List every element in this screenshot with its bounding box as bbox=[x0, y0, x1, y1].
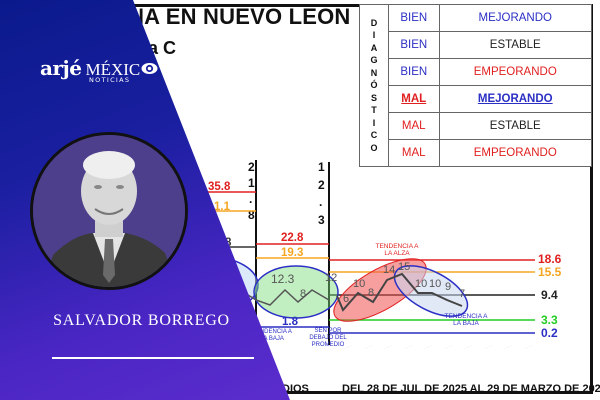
svg-text:· · · ·: · · · · bbox=[443, 343, 453, 351]
annotation-fall: LA BAJA bbox=[453, 320, 479, 327]
svg-text:· · · ·: · · · · bbox=[403, 343, 413, 351]
trend-cell: EMPEORANDO bbox=[438, 58, 592, 86]
ref-value-black: 9.4 bbox=[541, 288, 558, 302]
annotation-fall-left: TENDENCIA A bbox=[252, 329, 292, 335]
svg-text:· · · ·: · · · · bbox=[463, 343, 473, 351]
logo-subtitle: NOTICIAS bbox=[89, 76, 131, 84]
annotation-fall-left: LA BAJA bbox=[260, 336, 284, 342]
segment-label: 8 bbox=[248, 208, 255, 222]
fall-ellipse bbox=[393, 265, 469, 317]
annotation-rise: TENDENCIA A bbox=[376, 243, 420, 250]
svg-text:· · · ·: · · · · bbox=[423, 343, 433, 351]
ref-value-red: 18.6 bbox=[538, 252, 562, 266]
trend-cell: ESTABLE bbox=[438, 31, 592, 59]
table-row: BIEN EMPEORANDO bbox=[360, 58, 592, 86]
trend-cell: EMPEORANDO bbox=[438, 139, 592, 167]
trend-cell: MEJORANDO bbox=[438, 4, 592, 32]
segment-label: . bbox=[319, 195, 322, 209]
point-label: 8 bbox=[300, 288, 306, 300]
logo-brand: arjé bbox=[40, 56, 82, 80]
annotation-below-avg: DEBAJO DEL bbox=[309, 335, 347, 341]
point-label: 10 bbox=[353, 278, 365, 290]
table-row: MAL EMPEORANDO bbox=[360, 139, 592, 167]
logo-name: MÉXIC bbox=[85, 60, 141, 79]
ref-value-blue: 0.2 bbox=[541, 326, 558, 340]
point-label: 6 bbox=[343, 293, 349, 305]
logo: arjé MÉXIC NOTICIAS bbox=[40, 56, 158, 84]
ref-value-orange: 19.3 bbox=[281, 247, 303, 259]
state-cell: MAL bbox=[388, 85, 440, 113]
author-avatar bbox=[30, 132, 188, 290]
segment-label: 3 bbox=[318, 213, 325, 227]
svg-text:· · · ·: · · · · bbox=[343, 343, 353, 351]
table-row: MAL ESTABLE bbox=[360, 112, 592, 140]
table-row: BIEN ESTABLE bbox=[360, 31, 592, 59]
ref-value-orange: 15.5 bbox=[538, 265, 562, 279]
point-label: 12 bbox=[325, 272, 337, 284]
x-axis-dates: · · · · · · · · · · · · · · · · · · · · … bbox=[343, 343, 533, 351]
svg-text:· · · ·: · · · · bbox=[483, 343, 493, 351]
table-row-highlighted: MAL MEJORANDO bbox=[360, 85, 592, 113]
trend-cell: ESTABLE bbox=[438, 112, 592, 140]
ref-value-red: 35.8 bbox=[208, 181, 231, 193]
ref-value-green: 3.3 bbox=[541, 313, 558, 327]
point-label: 12.3 bbox=[271, 272, 295, 286]
segment-label: . bbox=[249, 192, 252, 206]
svg-text:· · · ·: · · · · bbox=[523, 343, 533, 351]
point-label: 14 bbox=[383, 264, 395, 276]
svg-text:· · · ·: · · · · bbox=[383, 343, 393, 351]
segment-label: 2 bbox=[248, 160, 255, 174]
state-cell: MAL bbox=[388, 139, 440, 167]
segment-label: 1 bbox=[248, 176, 255, 190]
footer-label: DIOS bbox=[282, 383, 309, 395]
ref-value-red: 22.8 bbox=[281, 232, 304, 244]
segment-label: 2 bbox=[318, 178, 325, 192]
state-cell: MAL bbox=[388, 112, 440, 140]
author-name: SALVADOR BORREGO bbox=[53, 312, 230, 329]
trend-cell: MEJORANDO bbox=[438, 85, 592, 113]
ref-value-blue: 1.8 bbox=[282, 316, 299, 328]
name-divider bbox=[52, 357, 254, 359]
point-label: 15 bbox=[398, 261, 410, 273]
chart-frame bbox=[0, 4, 593, 394]
ref-value-black: 8 bbox=[225, 237, 232, 249]
point-label: 10 bbox=[415, 278, 427, 290]
person-portrait-icon bbox=[33, 135, 185, 287]
chart-subtitle: a C bbox=[148, 38, 177, 58]
point-label: 9 bbox=[445, 281, 451, 293]
chart-title: ANA EN NUEVO LEÓN bbox=[112, 4, 351, 29]
svg-text:· · · ·: · · · · bbox=[363, 343, 373, 351]
eye-icon bbox=[141, 62, 158, 80]
point-label: 7 bbox=[459, 288, 465, 300]
trend-ellipse bbox=[253, 265, 339, 319]
annotation-below-avg: SEN POR bbox=[314, 328, 342, 334]
date-range: DEL 28 DE JUL DE 2025 AL 29 DE MARZO DE … bbox=[342, 383, 600, 395]
svg-text:· · · ·: · · · · bbox=[503, 343, 513, 351]
ref-value-orange: 1.1 bbox=[214, 201, 231, 213]
point-label: 10 bbox=[429, 278, 441, 290]
point-label: 8 bbox=[368, 287, 374, 299]
annotation-rise: LA ALZA bbox=[384, 250, 410, 257]
segment-label: 1 bbox=[318, 160, 325, 174]
annotation-below-avg: PROMEDIO bbox=[312, 342, 345, 348]
annotation-fall: TENDENCIA A bbox=[445, 313, 489, 320]
